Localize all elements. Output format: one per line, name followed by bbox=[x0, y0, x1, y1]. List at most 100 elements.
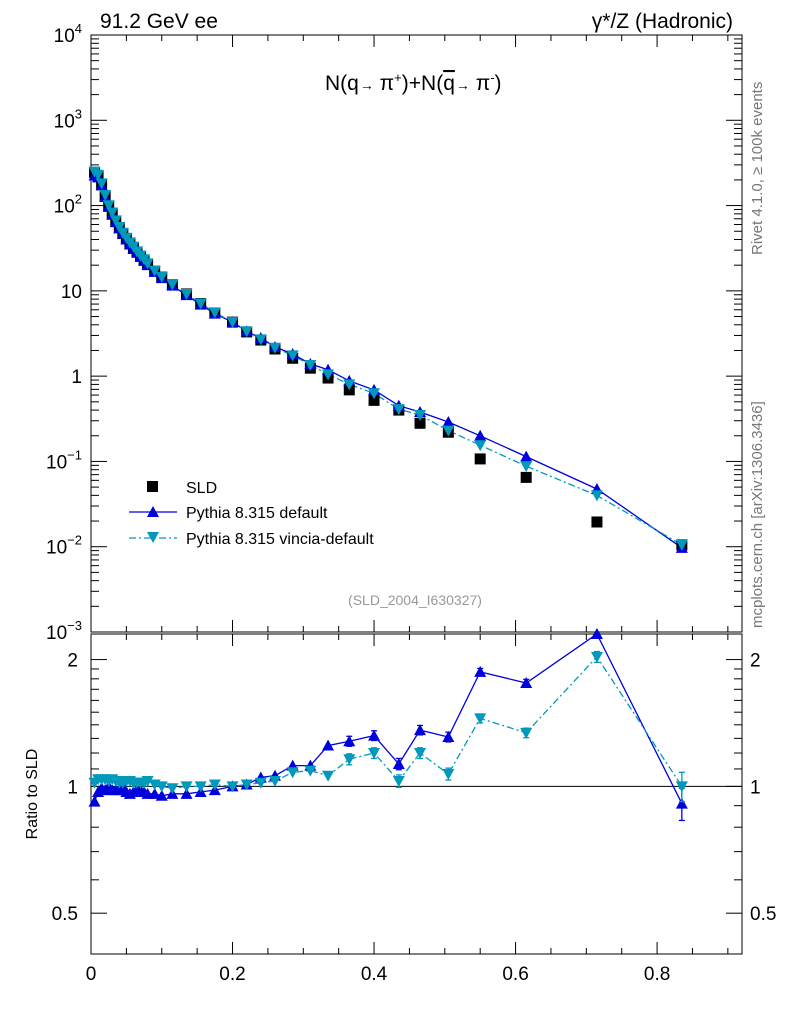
vincia-point bbox=[675, 539, 688, 551]
ratio-vincia-point bbox=[474, 713, 487, 725]
ratio-axis-label: Ratio to SLD bbox=[24, 749, 41, 840]
vincia-point bbox=[442, 425, 455, 437]
vincia-point bbox=[166, 279, 179, 291]
vincia-point bbox=[92, 169, 105, 181]
ratio-vincia-point bbox=[286, 767, 299, 779]
ratio-tick-label-right: 0.5 bbox=[750, 904, 776, 925]
vincia-point bbox=[268, 342, 281, 354]
ratio-vincia-point bbox=[368, 748, 381, 760]
vincia-point bbox=[590, 490, 603, 502]
legend-marker-sld bbox=[147, 481, 158, 492]
x-tick-label: 0 bbox=[86, 964, 97, 985]
x-tick-label: 0.8 bbox=[644, 964, 670, 985]
analysis-id: (SLD_2004_I630327) bbox=[348, 592, 482, 608]
vincia-point bbox=[226, 317, 239, 329]
vincia-point bbox=[180, 288, 193, 300]
vincia-point bbox=[343, 379, 356, 391]
ratio-vincia-point bbox=[675, 781, 688, 793]
ratio-line-default bbox=[93, 633, 683, 804]
vincia-point bbox=[240, 326, 253, 338]
vincia-point bbox=[113, 222, 126, 234]
legend-label-sld: SLD bbox=[186, 480, 217, 497]
sld-point bbox=[474, 453, 486, 465]
ratio-vincia-point bbox=[208, 779, 221, 791]
ratio-plot-frame bbox=[90, 633, 743, 955]
y-tick-label: 10 bbox=[61, 282, 82, 303]
ratio-vincia-point bbox=[155, 781, 168, 793]
ratio-default-point bbox=[474, 665, 487, 677]
legend-marker-vincia bbox=[147, 532, 159, 543]
vincia-point bbox=[368, 388, 381, 400]
ratio-vincia-point bbox=[322, 770, 335, 782]
process-label: γ*/Z (Hadronic) bbox=[592, 10, 733, 33]
x-tick-label: 0.4 bbox=[361, 964, 388, 985]
ratio-vincia-point bbox=[442, 768, 455, 780]
ratio-tick-label-right: 2 bbox=[750, 651, 761, 672]
ratio-tick-label: 1 bbox=[67, 777, 78, 798]
rivet-version: Rivet 4.1.0, ≥ 100k events bbox=[749, 82, 766, 255]
vincia-point bbox=[155, 271, 168, 283]
ratio-vincia-point bbox=[590, 651, 603, 663]
vincia-point bbox=[322, 369, 335, 381]
sld-point bbox=[414, 417, 426, 429]
vincia-point bbox=[208, 307, 221, 319]
ratio-vincia-point bbox=[343, 754, 356, 766]
ratio-vincia-point bbox=[304, 765, 317, 777]
ratio-default-point bbox=[155, 789, 168, 801]
axes: 0 0.2 0.4 0.6 0.810410310210110−110−210−30.5… bbox=[46, 21, 776, 985]
ratio-tick-label: 0.5 bbox=[52, 904, 78, 925]
vincia-point bbox=[254, 334, 267, 346]
ratio-default-point bbox=[148, 787, 161, 799]
ratio-default-point bbox=[180, 787, 193, 799]
ratio-default-point bbox=[675, 797, 688, 809]
vincia-point bbox=[148, 265, 161, 277]
legend-label-vincia: Pythia 8.315 vincia-default bbox=[186, 531, 374, 548]
vincia-point bbox=[106, 207, 119, 219]
ratio-default-point bbox=[414, 724, 427, 736]
ratio-vincia-point bbox=[254, 777, 267, 789]
sld-point bbox=[368, 394, 380, 406]
data-marks bbox=[88, 166, 688, 822]
y-tick-label: 10−2 bbox=[46, 533, 82, 559]
ratio-vincia-point bbox=[141, 775, 154, 787]
sld-point bbox=[520, 471, 532, 483]
y-tick-label: 10−1 bbox=[46, 447, 82, 473]
legend-marker-default bbox=[147, 506, 159, 517]
default-point bbox=[520, 450, 533, 462]
ratio-default-point bbox=[520, 676, 533, 688]
y-tick-label: 10−3 bbox=[46, 618, 82, 644]
ratio-vincia-point bbox=[520, 727, 533, 739]
ratio-default-point bbox=[88, 795, 101, 807]
legend: SLD Pythia 8.315 default Pythia 8.315 vi… bbox=[129, 480, 374, 548]
ratio-line-vincia bbox=[94, 655, 683, 789]
ratio-default-point bbox=[442, 730, 455, 742]
ratio-vincia-point bbox=[392, 775, 405, 787]
ratio-tick-label: 2 bbox=[67, 651, 78, 672]
ratio-tick-label-right: 1 bbox=[750, 777, 761, 798]
vincia-point bbox=[141, 258, 154, 270]
vincia-point bbox=[474, 440, 487, 452]
observable-title: N(q→ π+)+N(q→ π-) bbox=[325, 70, 502, 95]
vincia-point bbox=[95, 178, 108, 190]
vincia-point bbox=[102, 200, 115, 212]
ratio-vincia-point bbox=[166, 783, 179, 795]
vincia-point bbox=[392, 404, 405, 416]
y-tick-label: 102 bbox=[54, 192, 82, 218]
energy-label: 91.2 GeV ee bbox=[100, 10, 218, 33]
ratio-vincia-point bbox=[194, 781, 207, 793]
ratio-default-point bbox=[590, 628, 603, 639]
ratio-default-point bbox=[368, 729, 381, 741]
ratio-vincia-point bbox=[226, 781, 239, 793]
ratio-default-point bbox=[392, 758, 405, 770]
y-tick-label: 103 bbox=[54, 106, 82, 132]
vincia-point bbox=[286, 350, 299, 362]
vincia-point bbox=[194, 298, 207, 310]
y-tick-label: 104 bbox=[54, 21, 82, 47]
main-plot-frame bbox=[90, 34, 743, 633]
mcplots-credit: mcplots.cern.ch [arXiv:1306.3436] bbox=[749, 401, 766, 628]
ratio-vincia-point bbox=[414, 748, 427, 760]
ratio-vincia-point bbox=[268, 775, 281, 787]
sld-point bbox=[591, 516, 603, 528]
y-tick-label: 1 bbox=[71, 367, 82, 388]
vincia-point bbox=[99, 190, 112, 202]
